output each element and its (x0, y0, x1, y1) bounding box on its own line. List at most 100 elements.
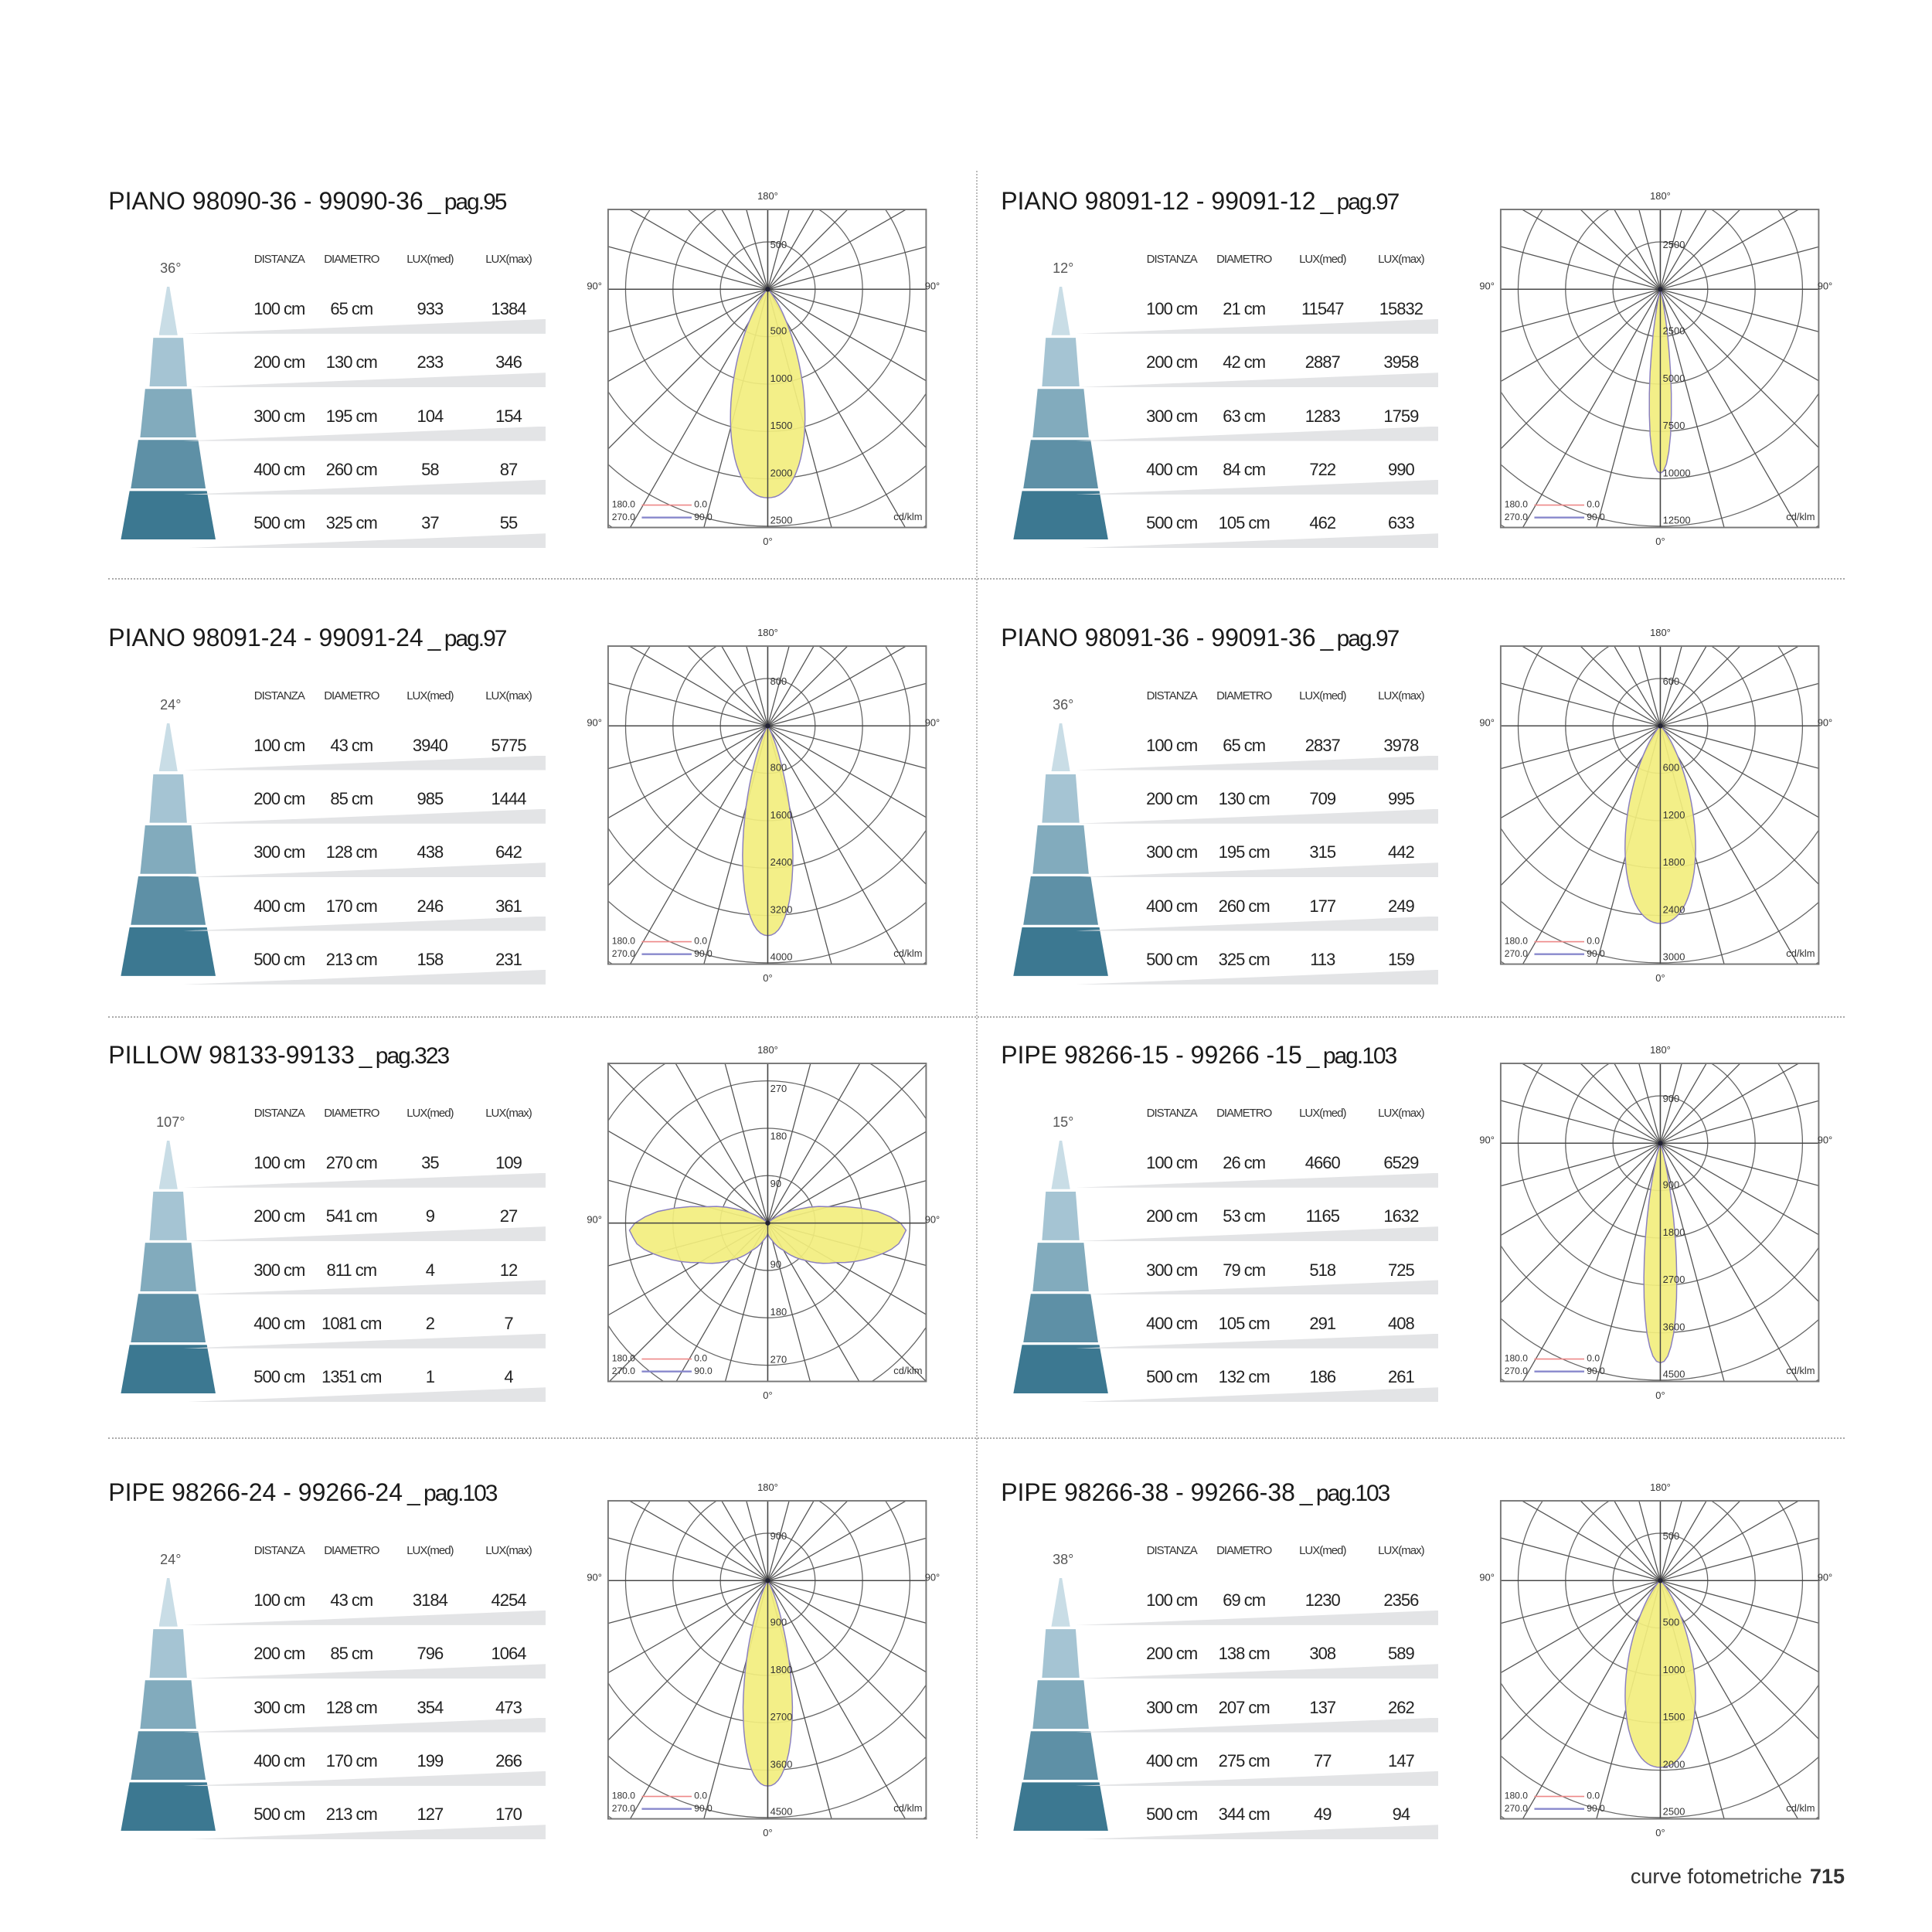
table-cell: 109 (495, 1152, 522, 1172)
table-cell: 325 cm (1218, 950, 1270, 970)
grid-spoke (1522, 1063, 1707, 1382)
table-cell: 207 cm (1218, 1697, 1270, 1717)
table-cell: 400 cm (1146, 896, 1198, 916)
table-header: DISTANZA (253, 1107, 305, 1121)
angle-label-90-left: 90° (1480, 1571, 1495, 1583)
angle-label-180: 180° (757, 1481, 778, 1493)
beam-angle-label: 24° (160, 1551, 182, 1567)
table-cell: 154 (495, 406, 522, 426)
table-cell: 1081 cm (321, 1313, 382, 1333)
legend-label: 90.0 (1587, 512, 1605, 522)
row-shade (183, 533, 546, 549)
table-cell: 195 cm (1218, 842, 1270, 862)
table-cell: 3978 (1383, 735, 1419, 755)
legend-label: 90.0 (695, 1803, 713, 1814)
table-cell: 473 (495, 1697, 522, 1717)
table-header: DIAMETRO (324, 1544, 379, 1558)
table-cell: 500 cm (253, 513, 305, 533)
origin-point (765, 1220, 770, 1226)
table-cell: 361 (495, 896, 522, 916)
table-cell: 84 cm (1223, 460, 1266, 480)
footer-section: curve fotometriche (1630, 1865, 1802, 1888)
product-name: PIANO 98091-36 - 99091-36 (1001, 623, 1316, 651)
table-cell: 105 cm (1218, 513, 1270, 533)
legend-label: 180.0 (1505, 935, 1529, 946)
legend-label: 180.0 (1505, 1353, 1529, 1364)
legend-label: 180.0 (612, 935, 636, 946)
light-cone-segment (121, 1345, 216, 1394)
table-cell: 315 (1309, 842, 1336, 862)
light-cone-segment (1032, 389, 1089, 438)
table-cell: 63 cm (1223, 406, 1266, 426)
ring-value-label: 3200 (770, 903, 793, 915)
legend-label: 180.0 (612, 499, 636, 510)
angle-label-90-right: 90° (925, 280, 940, 291)
table-cell: 541 cm (325, 1206, 378, 1226)
product-name: PIPE 98266-15 - 99266 -15 (1001, 1040, 1302, 1069)
grid-spoke (1522, 645, 1819, 818)
ring-value-label: 2000 (1663, 1758, 1685, 1770)
row-shade (1076, 1664, 1439, 1679)
table-cell: 213 cm (325, 1804, 378, 1825)
grid-spoke (1522, 209, 1819, 382)
origin-point (1658, 286, 1663, 292)
table-cell: 170 cm (325, 896, 378, 916)
row-shade (1076, 533, 1439, 549)
legend-label: 180.0 (1505, 499, 1529, 510)
angle-label-180: 180° (1650, 1481, 1671, 1493)
panel-title: PILLOW 98133-99133 _ pag.323 (108, 1041, 450, 1070)
unit-label: cd/klm (894, 511, 923, 522)
table-cell: 37 (421, 513, 439, 533)
polar-chart: 180° 0° 90° 90° 500 1000 1500 2000 2500 500 180.0 0… (587, 190, 940, 547)
product-name: PIPE 98266-38 - 99266-38 (1001, 1478, 1295, 1506)
product-panel: PIANO 98090-36 - 99090-36 _ pag.95 36° DIST… (108, 187, 968, 598)
polar-grid (1501, 209, 1819, 528)
table-cell: 65 cm (1223, 735, 1266, 755)
table-header: LUX(max) (1378, 689, 1425, 702)
product-panel: PIPE 98266-24 - 99266-24 _ pag.103 24° DIST… (108, 1478, 968, 1889)
table-cell: 400 cm (1146, 1751, 1198, 1771)
table-header: LUX(max) (485, 689, 532, 702)
legend-label: 90.0 (695, 947, 713, 958)
row-shade (1076, 916, 1439, 931)
page-reference: _ pag.103 (1306, 1043, 1397, 1069)
table-cell: 308 (1309, 1644, 1336, 1664)
legend-label: 90.0 (695, 1366, 713, 1376)
table-cell: 130 cm (1218, 789, 1270, 808)
table-cell: 1384 (491, 299, 527, 319)
row-shade (183, 1717, 546, 1733)
product-name: PIANO 98090-36 - 99090-36 (108, 186, 423, 215)
table-cell: 1064 (491, 1644, 527, 1664)
table-cell: 26 cm (1223, 1152, 1266, 1172)
table-cell: 79 cm (1223, 1260, 1266, 1280)
row-shade (1076, 1387, 1439, 1403)
ring-value-label: 500 (770, 325, 787, 336)
table-cell: 27 (499, 1206, 518, 1226)
light-cone-segment (149, 774, 187, 823)
table-cell: 1444 (491, 789, 527, 808)
polar-grid (1501, 645, 1819, 964)
ring-value-label: 7500 (1663, 420, 1685, 431)
table-header: DISTANZA (1146, 253, 1198, 267)
table-cell: 132 cm (1218, 1367, 1270, 1387)
table-cell: 722 (1309, 460, 1336, 480)
table-header: DIAMETRO (1216, 1107, 1272, 1121)
legend-label: 180.0 (612, 1791, 636, 1801)
table-cell: 100 cm (1146, 1590, 1198, 1611)
grid-spoke (608, 645, 849, 886)
light-cone-segment (1032, 1243, 1089, 1291)
table-cell: 105 cm (1218, 1313, 1270, 1333)
table-cell: 262 (1388, 1697, 1415, 1717)
light-cone-segment (1051, 286, 1070, 335)
angle-label-90-left: 90° (587, 716, 603, 728)
table-cell: 300 cm (253, 842, 305, 862)
table-header: DIAMETRO (324, 689, 379, 702)
angle-label-180: 180° (757, 627, 778, 638)
table-cell: 811 cm (326, 1260, 378, 1280)
row-shade (183, 426, 546, 441)
polar-chart: 180° 0° 90° 90° 800 1600 2400 3200 4000 800 180.0 0… (587, 627, 940, 984)
grid-spoke (1596, 1063, 1682, 1382)
ring-value-label: 10000 (1663, 467, 1691, 478)
table-cell: 159 (1388, 950, 1415, 970)
grid-spoke (1580, 1500, 1819, 1740)
